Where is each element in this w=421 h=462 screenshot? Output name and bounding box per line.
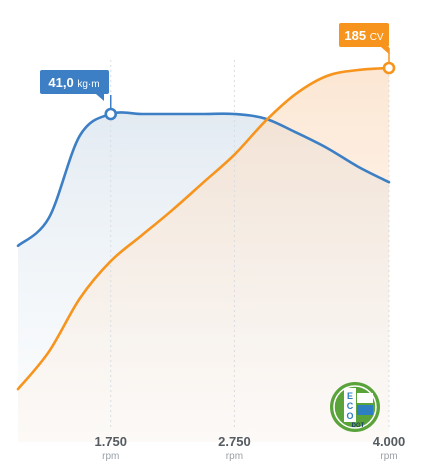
power-callout-pointer (381, 47, 389, 54)
eco-badge-block-bottom (357, 405, 373, 415)
eco-badge: E C O DGT (330, 382, 380, 432)
power-callout-text: 185 CV (344, 28, 384, 43)
eco-badge-footer: DGT (352, 423, 365, 429)
eco-badge-ring (333, 385, 377, 429)
eco-badge-letter-panel (344, 388, 356, 422)
eco-badge-letter-o: O (346, 411, 353, 421)
eco-badge-block-top (357, 393, 373, 403)
torque-callout-box (40, 70, 109, 94)
torque-peak-marker (104, 107, 118, 121)
eco-badge-letter-c: C (347, 401, 354, 411)
torque-callout-text: 41,0 kg·m (48, 75, 99, 90)
torque-callout-pointer (96, 94, 104, 101)
x-tick-label: 1.750 (94, 434, 127, 449)
torque-callout-value: 41,0 (48, 75, 77, 90)
power-line (16, 66, 391, 391)
power-callout-unit: CV (370, 32, 384, 43)
x-tick-unit: rpm (226, 451, 243, 462)
torque-callout-unit: kg·m (77, 79, 99, 90)
power-callout-value: 185 (344, 28, 369, 43)
power-peak-marker (382, 61, 396, 75)
x-tick-label: 4.000 (373, 434, 406, 449)
torque-line (16, 111, 391, 248)
power-callout-box (339, 23, 389, 47)
x-tick-label: 2.750 (218, 434, 251, 449)
eco-badge-letter-e: E (347, 391, 353, 401)
power-area (18, 68, 389, 442)
x-tick-unit: rpm (380, 451, 397, 462)
x-tick-unit: rpm (102, 451, 119, 462)
